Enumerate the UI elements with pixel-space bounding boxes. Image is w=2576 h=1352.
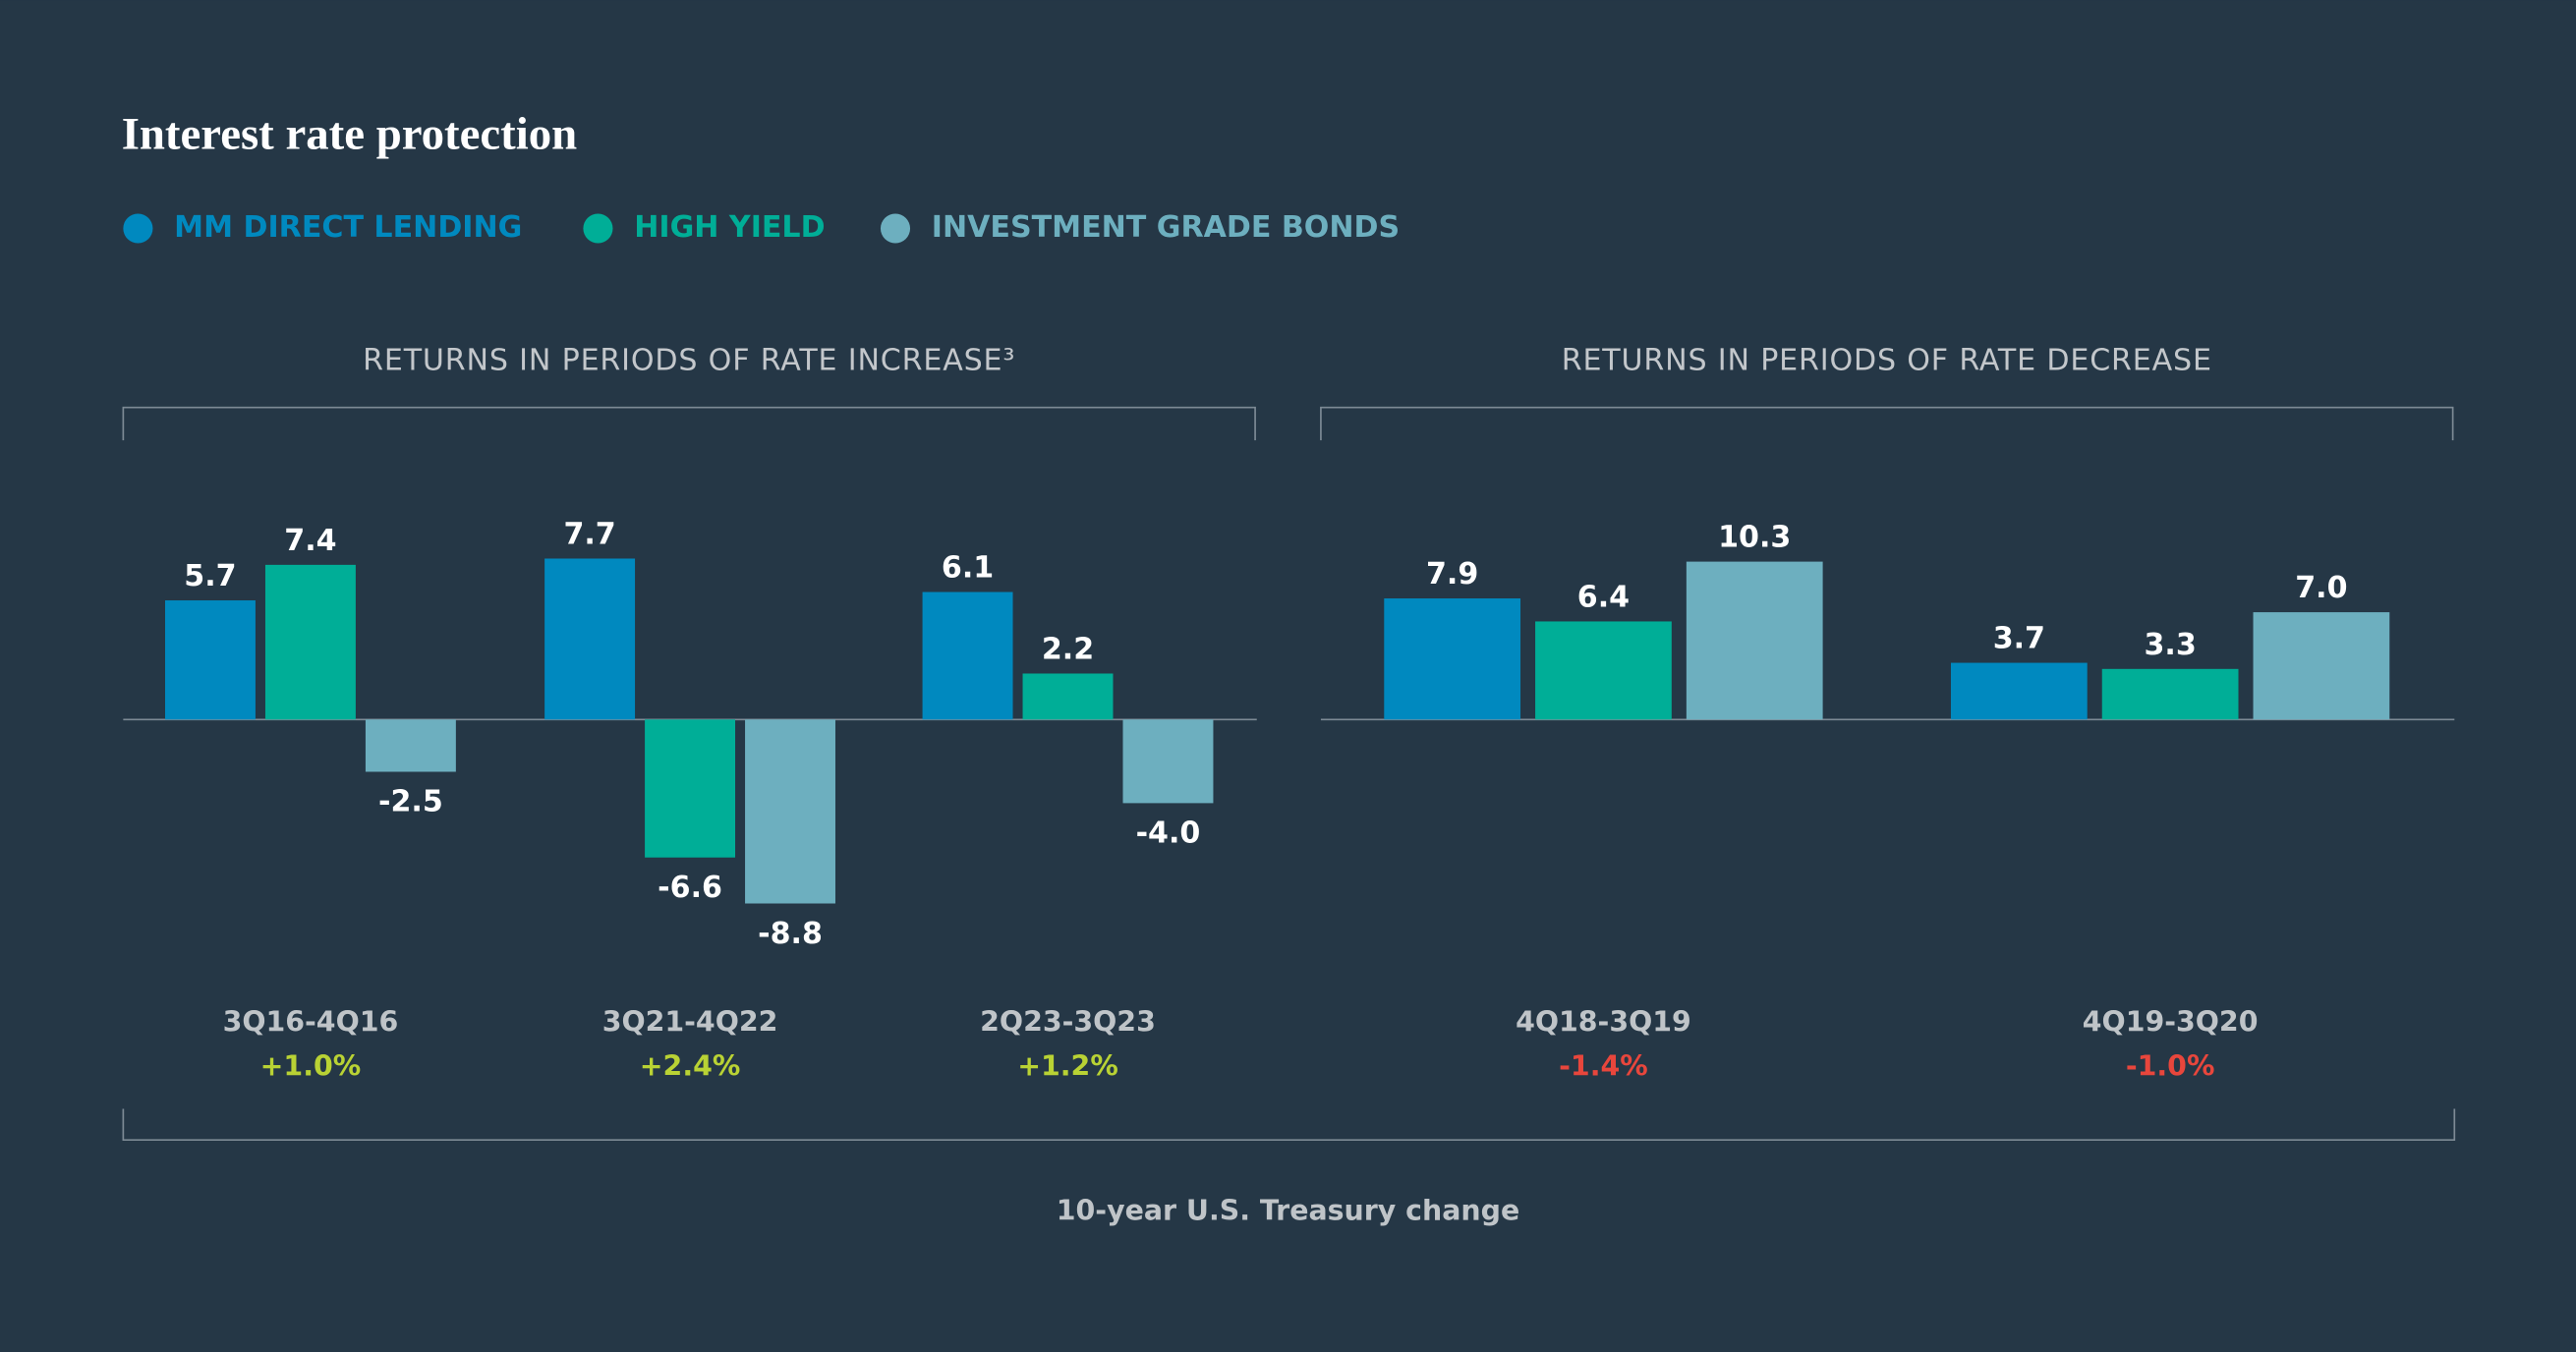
bar [922,592,1013,720]
bar [1535,621,1672,720]
bottom-bracket [122,1108,2456,1142]
value-label: -4.0 [1136,817,1201,851]
category-label: 3Q21-4Q22 [602,1006,778,1039]
value-label: 7.0 [2295,571,2347,605]
bar [365,719,456,772]
value-label: 5.7 [184,559,236,593]
bar [544,558,636,720]
bar [1022,673,1114,720]
treasury-change: -1.4% [1559,1050,1648,1083]
bar [1950,662,2088,720]
value-label: 7.4 [284,524,336,558]
legend-marker [880,213,911,244]
bar [264,564,356,720]
value-label: 6.4 [1577,581,1630,615]
bar [1384,598,1521,720]
value-label: 3.7 [1993,622,2045,656]
bar [164,600,256,720]
legend-label: MM DIRECT LENDING [174,210,522,245]
value-label: 6.1 [942,551,994,586]
bar [1686,561,1823,720]
subtitle: RETURNS IN PERIODS OF RATE INCREASE³ [363,343,1015,377]
treasury-change: -1.0% [2126,1050,2215,1083]
bar [1122,719,1214,804]
treasury-change: +1.0% [260,1050,362,1083]
value-label: 7.9 [1426,557,1478,592]
value-label: -2.5 [378,785,443,819]
treasury-change: +2.4% [640,1050,741,1083]
category-label: 3Q16-4Q16 [223,1006,399,1039]
value-label: 3.3 [2144,628,2196,662]
bar [645,719,736,858]
legend-label: HIGH YIELD [634,210,825,245]
bar [2101,668,2239,720]
legend-marker [583,213,613,244]
value-label: 10.3 [1718,521,1791,555]
value-label: -8.8 [758,917,823,951]
legend-label: INVESTMENT GRADE BONDS [932,210,1400,245]
top-bracket [122,406,2454,441]
value-label: 7.7 [563,518,615,552]
treasury-change: +1.2% [1017,1050,1118,1083]
value-label: 2.2 [1042,633,1094,667]
chart-title: Interest rate protection [122,108,577,159]
subtitle: RETURNS IN PERIODS OF RATE DECREASE [1562,343,2212,377]
category-label: 4Q19-3Q20 [2083,1006,2259,1039]
bar [2253,612,2390,720]
category-label: 4Q18-3Q19 [1516,1006,1691,1039]
bar [745,719,835,904]
value-label: -6.6 [658,871,722,905]
legend-marker [123,213,153,244]
category-label: 2Q23-3Q23 [980,1006,1156,1039]
footnote: 10-year U.S. Treasury change [1057,1195,1519,1227]
